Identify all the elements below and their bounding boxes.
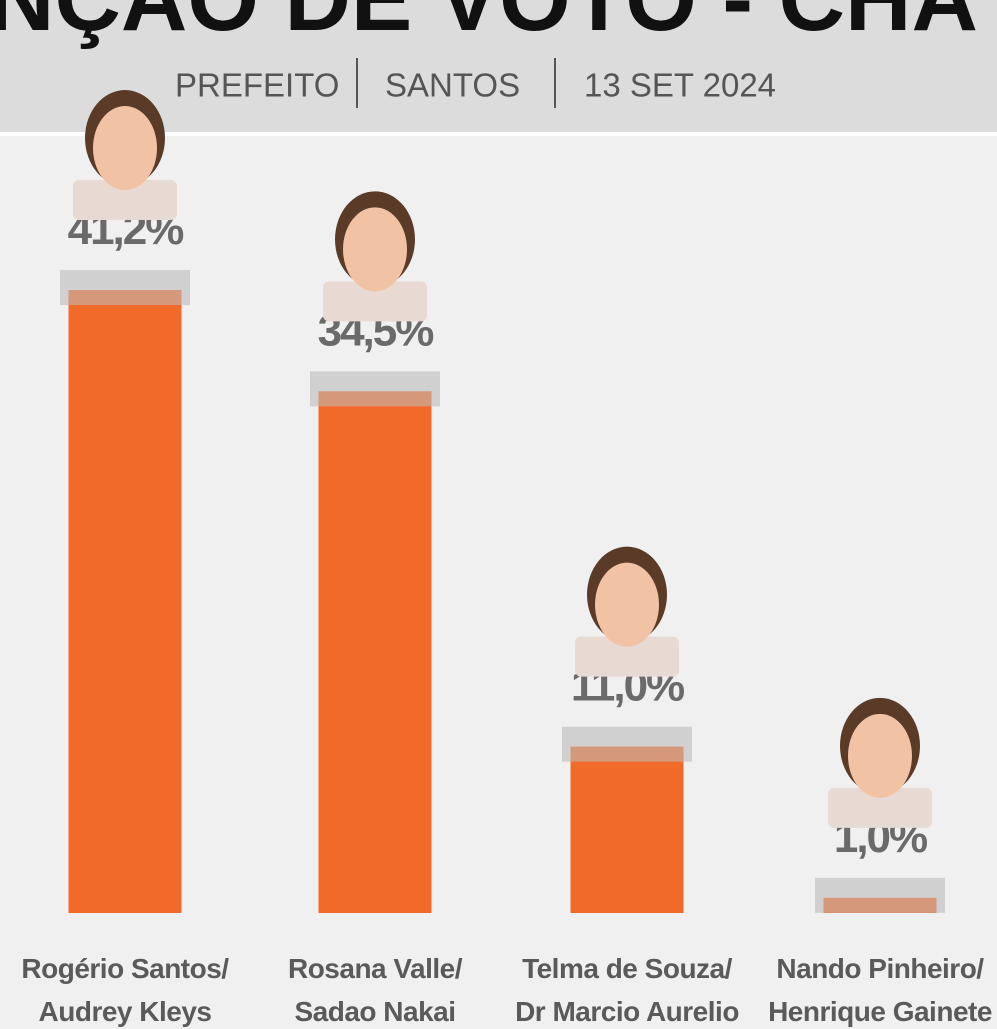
x-tick-label: Audrey Kleys [39,996,212,1027]
x-tick-label: Rosana Valle/ [288,953,463,984]
bar [318,391,432,913]
x-tick-label: Nando Pinheiro/ [776,953,984,984]
portrait-shoulders [323,281,427,322]
portrait [73,90,177,221]
portrait-face [595,562,659,647]
x-tick-label: Telma de Souza/ [522,953,733,984]
portrait [323,191,427,322]
bar-cap-overlap [823,897,937,913]
bar-cap-overlap [570,746,684,762]
portrait-face [343,207,407,292]
bar [68,290,182,913]
header-band [0,0,997,132]
bar-cap-overlap [318,391,432,407]
portrait-face [848,713,912,798]
portrait-shoulders [575,636,679,677]
portrait-shoulders [828,787,932,828]
x-tick-label: Sadao Nakai [294,996,455,1027]
portrait-face [93,106,157,191]
portrait [828,697,932,828]
subtitle-date: 13 SET 2024 [584,67,776,104]
x-tick-label: Dr Marcio Aurelio [515,996,739,1027]
x-tick-label: Rogério Santos/ [21,953,229,984]
bar [570,746,684,913]
portrait [575,546,679,677]
header-divider [0,132,997,136]
x-tick-label: Henrique Gainete [768,996,992,1027]
subtitle-office: PREFEITO [175,67,339,104]
portrait-shoulders [73,180,177,221]
bar-cap-overlap [68,290,182,306]
subtitle-city: SANTOS [385,67,520,104]
chart-title: NÇÃO DE VOTO - CHA [0,0,978,50]
